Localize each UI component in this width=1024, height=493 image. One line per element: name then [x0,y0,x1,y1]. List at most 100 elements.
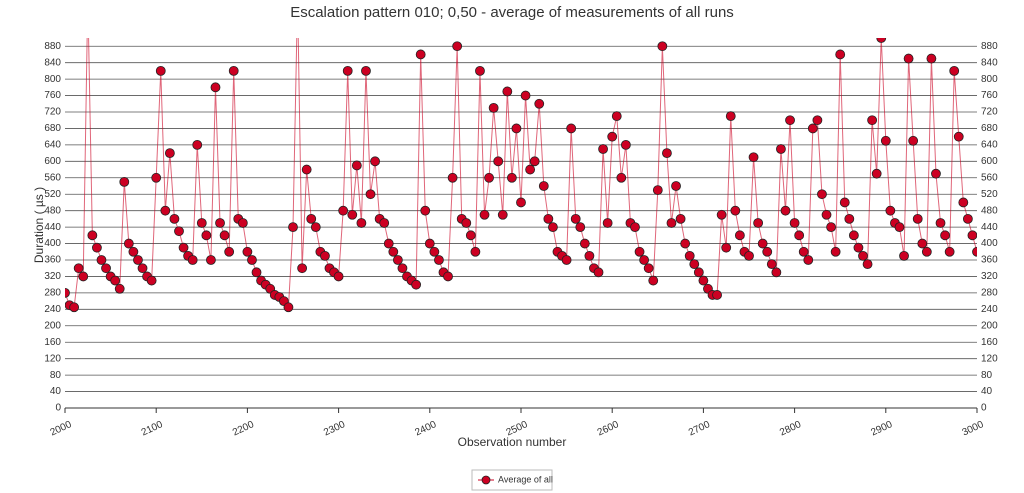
y-tick-label: 280 [44,288,61,299]
data-point [602,218,613,228]
data-point [972,246,977,257]
data-point [611,111,622,122]
data-point [133,255,143,265]
data-point [529,156,540,167]
y-tick-label: 560 [44,172,61,183]
y-tick-label-right: 120 [981,353,998,364]
data-point [342,65,353,76]
data-point [671,181,681,191]
x-tick-label: 2900 [869,419,894,439]
data-point [351,160,362,171]
data-point [83,0,92,1]
y-tick-label-right: 360 [981,255,998,266]
data-point [411,279,422,290]
data-point [206,255,216,265]
data-point [192,139,203,150]
data-point [237,218,248,228]
data-point [101,263,111,274]
data-point [92,242,102,253]
data-point [940,230,950,241]
data-point [543,213,554,224]
data-point [598,144,608,154]
data-point [87,230,98,241]
data-point [224,246,235,257]
y-tick-label-right: 40 [981,386,993,397]
data-point [657,41,668,52]
data-point [338,205,349,216]
x-tick-label: 3000 [961,419,986,439]
data-point [762,246,773,257]
data-point [347,209,358,220]
data-point [228,65,239,76]
data-point [880,135,891,146]
data-point [967,230,977,241]
data-point [748,152,759,163]
data-point [333,271,344,282]
data-point [306,213,317,224]
data-point [288,222,298,233]
data-point [128,246,139,257]
data-point [242,246,253,257]
legend-label: Average of all [498,474,553,484]
data-point [684,250,695,261]
data-point [196,218,207,228]
data-point [712,290,722,300]
data-point [744,250,754,261]
y-tick-label: 200 [44,320,61,331]
data-point [164,148,175,159]
data-point [293,0,302,1]
data-point [201,230,212,241]
y-tick-label-right: 240 [981,304,998,315]
data-point [392,255,403,265]
data-point [465,230,476,241]
y-tick-label: 40 [50,386,62,397]
data-point [666,218,677,228]
data-point [169,213,180,224]
data-point [356,218,367,228]
data-point [297,263,308,274]
data-point [361,65,371,76]
y-tick-label-right: 520 [981,189,998,200]
y-tick-label: 240 [44,304,61,315]
data-point [848,230,859,241]
data-point [643,263,654,274]
data-point [520,90,531,101]
data-point [96,255,107,265]
data-point [470,246,481,257]
data-point [607,131,618,142]
x-tick-label: 2100 [140,419,165,439]
data-point [151,172,162,183]
x-axis-label: Observation number [458,435,567,449]
data-point [320,250,330,261]
data-point [434,255,444,265]
data-point [953,131,964,142]
y-tick-label: 120 [44,353,61,364]
data-point [187,255,198,265]
data-point [584,250,595,261]
y-tick-label-right: 800 [981,74,998,85]
data-point [310,222,321,233]
x-tick-label: 2000 [49,419,74,439]
y-tick-label: 0 [55,403,61,414]
data-point [397,263,408,274]
data-point [215,218,225,228]
y-tick-label: 360 [44,255,61,266]
x-tick-label: 2700 [687,419,712,439]
data-point [921,246,932,257]
data-point [871,168,882,179]
y-tick-label-right: 160 [981,337,998,348]
data-point [876,38,887,43]
y-tick-label-right: 760 [981,90,998,101]
data-point [757,238,768,249]
x-tick-label: 2300 [322,419,347,439]
data-point [69,302,80,313]
y-tick-label: 640 [44,140,61,151]
data-point [502,86,513,97]
data-point [794,230,805,241]
data-point [301,164,312,175]
y-tick-label: 600 [44,156,61,167]
data-point [776,144,786,154]
data-point [698,275,709,286]
data-point [383,238,394,249]
data-point [370,156,380,167]
